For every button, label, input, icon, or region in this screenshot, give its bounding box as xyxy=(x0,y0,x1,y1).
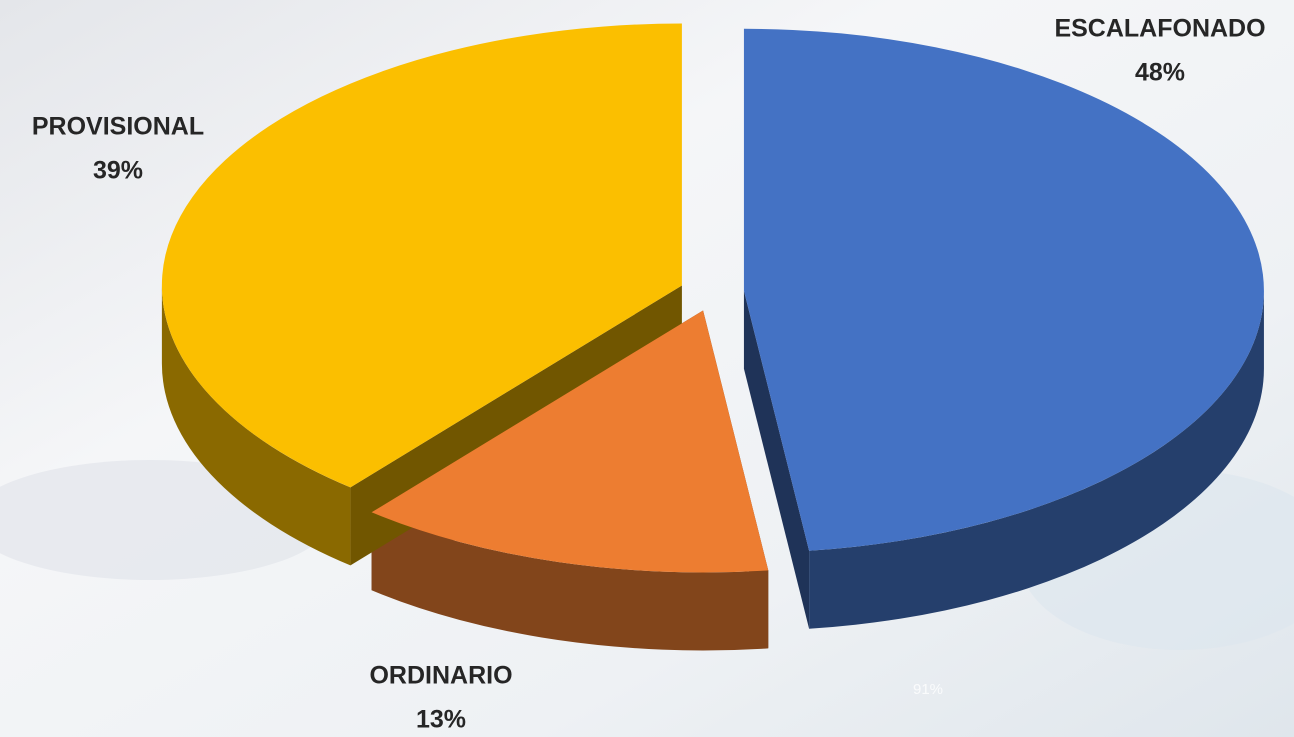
slice-label: ORDINARIO xyxy=(369,662,512,690)
slice-wall xyxy=(743,290,810,629)
slice-value-label: 48% xyxy=(1135,59,1185,87)
annotation: 91% xyxy=(913,681,943,698)
slice-value-label: 13% xyxy=(416,706,466,734)
slice xyxy=(161,23,682,488)
slice-side xyxy=(161,285,351,566)
slice-side xyxy=(809,290,1264,629)
slice-label: PROVISIONAL xyxy=(32,113,204,141)
slice-side xyxy=(371,512,769,651)
slice xyxy=(743,28,1264,551)
slice xyxy=(371,310,769,573)
slice-value-label: 39% xyxy=(93,157,143,185)
slice-label: ESCALAFONADO xyxy=(1054,15,1265,43)
